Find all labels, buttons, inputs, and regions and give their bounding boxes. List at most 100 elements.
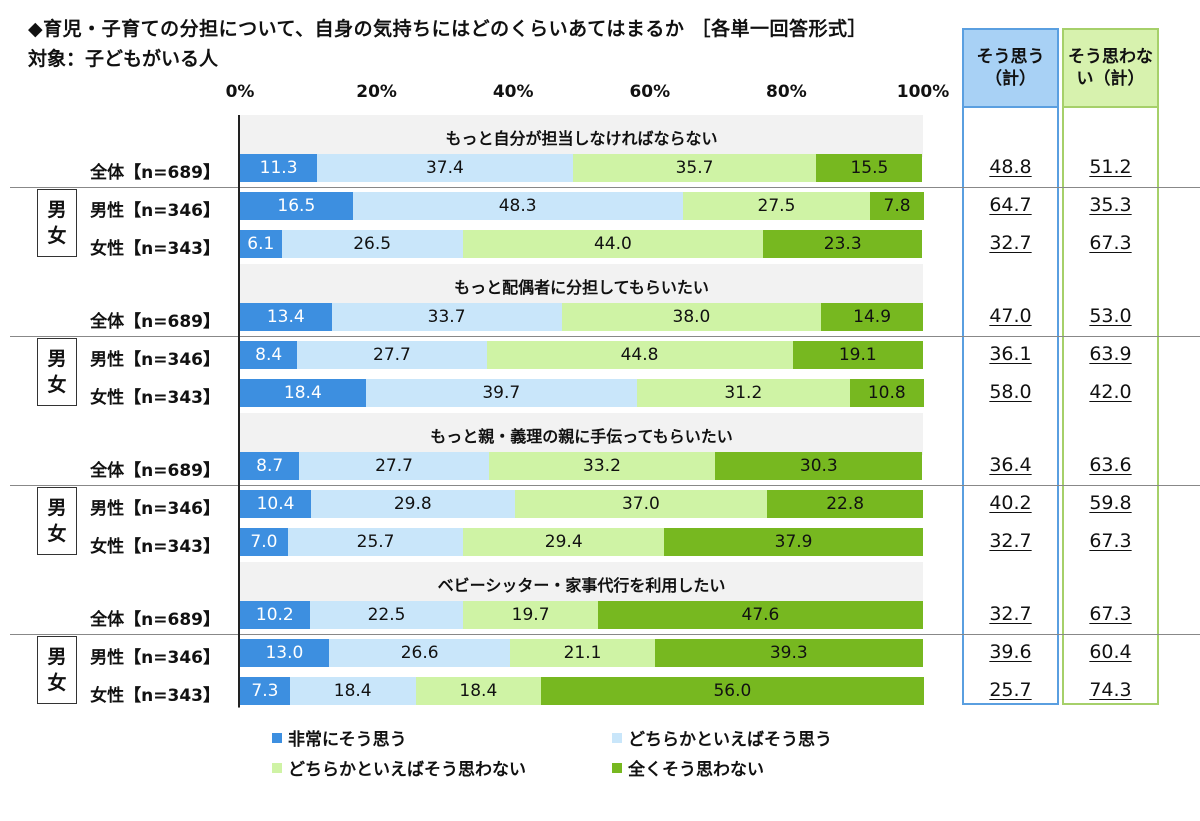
bar-segment-not-at-all: 39.3 bbox=[654, 639, 923, 667]
agree-total-value: 36.1 bbox=[989, 343, 1032, 365]
bar-segment-very-much-agree: 10.4 bbox=[240, 490, 312, 518]
disagree-total-value: 63.6 bbox=[1089, 454, 1132, 476]
gender-box-char: 男 bbox=[47, 646, 67, 668]
bar-segment-somewhat-disagree: 19.7 bbox=[463, 601, 598, 629]
x-tick-label: 80% bbox=[766, 82, 807, 102]
row-label: 全体【n=689】 bbox=[90, 610, 220, 630]
agree-total-header: そう思う（計） bbox=[962, 28, 1059, 108]
question-band bbox=[240, 562, 923, 604]
bar-segment-very-much-agree: 8.7 bbox=[240, 452, 300, 480]
legend-item-somewhat-disagree: どちらかといえばそう思わない bbox=[272, 755, 526, 780]
group-separator bbox=[10, 336, 1200, 337]
bar-segment-not-at-all: 22.8 bbox=[767, 490, 923, 518]
row-label: 女性【n=343】 bbox=[90, 537, 220, 557]
bar-segment-very-much-agree: 7.3 bbox=[240, 677, 290, 705]
bar-segment-not-at-all: 10.8 bbox=[849, 379, 924, 407]
legend-item-very-much-agree: 非常にそう思う bbox=[272, 725, 407, 750]
bar-segment-somewhat-agree: 22.5 bbox=[309, 601, 464, 629]
bar-segment-somewhat-disagree: 38.0 bbox=[561, 303, 822, 331]
bar-segment-somewhat-disagree: 44.0 bbox=[462, 230, 764, 258]
agree-total-value: 39.6 bbox=[989, 641, 1032, 663]
bar-segment-somewhat-agree: 27.7 bbox=[299, 452, 489, 480]
bar-segment-somewhat-disagree: 18.4 bbox=[415, 677, 542, 705]
legend-label: 全くそう思わない bbox=[628, 760, 764, 780]
question-title: もっと配偶者に分担してもらいたい bbox=[454, 278, 709, 297]
gender-box-char: 男 bbox=[47, 497, 67, 519]
disagree-total-value: 63.9 bbox=[1089, 343, 1132, 365]
disagree-total-value: 74.3 bbox=[1089, 679, 1132, 701]
x-tick-label: 40% bbox=[492, 82, 534, 102]
group-separator bbox=[10, 187, 1200, 188]
question-band bbox=[240, 115, 923, 157]
question-title: もっと親・義理の親に手伝ってもらいたい bbox=[430, 427, 733, 446]
question-title: ベビーシッター・家事代行を利用したい bbox=[437, 576, 726, 595]
agree-total-value: 58.0 bbox=[989, 381, 1032, 403]
bar-segment-somewhat-agree: 26.6 bbox=[328, 639, 511, 667]
bar-segment-not-at-all: 14.9 bbox=[821, 303, 923, 331]
agree-total-value: 64.7 bbox=[989, 194, 1032, 216]
gender-box-char: 女 bbox=[47, 225, 67, 247]
bar-segment-very-much-agree: 10.2 bbox=[240, 601, 310, 629]
gender-box: 男女 bbox=[37, 636, 77, 704]
bar-segment-somewhat-agree: 26.5 bbox=[281, 230, 463, 258]
agree-total-value: 32.7 bbox=[989, 603, 1032, 625]
legend-label: どちらかといえばそう思う bbox=[628, 730, 832, 750]
x-tick-label: 0% bbox=[225, 82, 255, 102]
agree-total-value: 36.4 bbox=[989, 454, 1032, 476]
y-axis-line bbox=[238, 115, 240, 708]
group-separator bbox=[10, 485, 1200, 486]
legend-swatch bbox=[272, 732, 282, 743]
row-label: 全体【n=689】 bbox=[90, 163, 220, 183]
agree-total-value: 48.8 bbox=[989, 156, 1032, 178]
row-label: 全体【n=689】 bbox=[90, 312, 220, 332]
bar-segment-not-at-all: 7.8 bbox=[870, 192, 924, 220]
bar-segment-somewhat-disagree: 21.1 bbox=[510, 639, 655, 667]
bar-segment-somewhat-disagree: 37.0 bbox=[514, 490, 768, 518]
bar-segment-very-much-agree: 7.0 bbox=[240, 528, 288, 556]
group-separator bbox=[10, 634, 1200, 635]
row-label: 女性【n=343】 bbox=[90, 388, 220, 408]
gender-box-char: 女 bbox=[47, 523, 67, 545]
row-label: 男性【n=346】 bbox=[90, 499, 220, 519]
agree-total-value: 47.0 bbox=[989, 305, 1032, 327]
bar-segment-not-at-all: 23.3 bbox=[763, 230, 923, 258]
bar-segment-somewhat-disagree: 35.7 bbox=[572, 154, 817, 182]
bar-segment-very-much-agree: 11.3 bbox=[240, 154, 318, 182]
gender-box-char: 女 bbox=[47, 374, 67, 396]
disagree-total-value: 67.3 bbox=[1089, 603, 1132, 625]
row-label: 女性【n=343】 bbox=[90, 686, 220, 706]
disagree-total-value: 67.3 bbox=[1089, 232, 1132, 254]
agree-total-value: 40.2 bbox=[989, 492, 1032, 514]
disagree-total-value: 53.0 bbox=[1089, 305, 1132, 327]
question-band bbox=[240, 413, 923, 455]
question-title: もっと自分が担当しなければならない bbox=[445, 129, 718, 148]
question-band bbox=[240, 264, 923, 306]
bar-segment-somewhat-disagree: 33.2 bbox=[488, 452, 716, 480]
bar-segment-somewhat-agree: 48.3 bbox=[352, 192, 683, 220]
bar-segment-somewhat-agree: 39.7 bbox=[365, 379, 637, 407]
row-label: 女性【n=343】 bbox=[90, 239, 220, 259]
chart-title: ◆育児・子育ての分担について、自身の気持ちにはどのくらいあてはまるか ［各単一回… bbox=[28, 18, 867, 40]
bar-segment-not-at-all: 30.3 bbox=[715, 452, 923, 480]
gender-box-char: 女 bbox=[47, 672, 67, 694]
gender-box: 男女 bbox=[37, 338, 77, 406]
bar-segment-not-at-all: 15.5 bbox=[816, 154, 923, 182]
legend-label: どちらかといえばそう思わない bbox=[288, 760, 526, 780]
row-label: 男性【n=346】 bbox=[90, 201, 220, 221]
disagree-total-value: 60.4 bbox=[1089, 641, 1132, 663]
gender-box-char: 男 bbox=[47, 348, 67, 370]
gender-box-char: 男 bbox=[47, 199, 67, 221]
x-tick-label: 60% bbox=[629, 82, 671, 102]
legend-label: 非常にそう思う bbox=[288, 730, 407, 750]
bar-segment-somewhat-disagree: 44.8 bbox=[486, 341, 793, 369]
bar-segment-very-much-agree: 6.1 bbox=[240, 230, 282, 258]
agree-total-value: 32.7 bbox=[989, 232, 1032, 254]
disagree-total-value: 51.2 bbox=[1089, 156, 1132, 178]
row-label: 全体【n=689】 bbox=[90, 461, 220, 481]
bar-segment-very-much-agree: 18.4 bbox=[240, 379, 366, 407]
disagree-total-value: 42.0 bbox=[1089, 381, 1132, 403]
bar-segment-somewhat-agree: 37.4 bbox=[317, 154, 573, 182]
row-label: 男性【n=346】 bbox=[90, 648, 220, 668]
bar-segment-very-much-agree: 13.4 bbox=[240, 303, 332, 331]
bar-segment-somewhat-agree: 33.7 bbox=[331, 303, 562, 331]
